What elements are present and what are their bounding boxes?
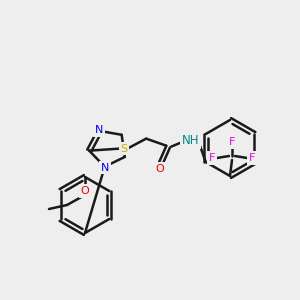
Text: NH: NH	[182, 134, 199, 147]
Text: O: O	[81, 186, 89, 196]
Text: F: F	[229, 137, 235, 147]
Text: F: F	[249, 153, 255, 163]
Text: N: N	[94, 125, 103, 135]
Text: S: S	[121, 144, 128, 154]
Text: O: O	[156, 164, 165, 174]
Text: N: N	[100, 163, 109, 173]
Text: F: F	[209, 153, 215, 163]
